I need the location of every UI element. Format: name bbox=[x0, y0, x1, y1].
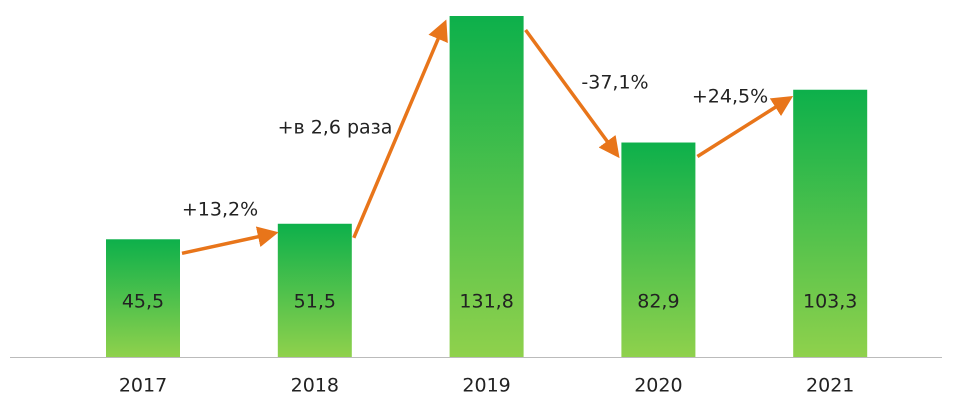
x-tick-label: 2017 bbox=[119, 375, 167, 397]
arrow bbox=[181, 226, 279, 255]
bar bbox=[793, 89, 868, 357]
x-tick-label: 2021 bbox=[806, 375, 854, 397]
arrow bbox=[524, 28, 620, 159]
arrow bbox=[352, 19, 448, 239]
value-label: 103,3 bbox=[803, 291, 857, 313]
x-tick-label: 2020 bbox=[634, 375, 682, 397]
bar bbox=[106, 239, 180, 357]
annotation: +13,2% bbox=[182, 199, 258, 221]
annotation: +24,5% bbox=[692, 86, 768, 108]
bar bbox=[621, 142, 696, 357]
bar bbox=[277, 223, 352, 357]
bar bbox=[449, 16, 524, 357]
value-label: 45,5 bbox=[122, 291, 164, 313]
value-label: 51,5 bbox=[294, 291, 336, 313]
annotation: -37,1% bbox=[581, 72, 648, 94]
annotation: +в 2,6 раза bbox=[278, 117, 393, 139]
value-label: 131,8 bbox=[459, 291, 513, 313]
x-tick-label: 2019 bbox=[462, 375, 510, 397]
x-tick-label: 2018 bbox=[291, 375, 339, 397]
arrow bbox=[696, 95, 794, 158]
value-label: 82,9 bbox=[637, 291, 679, 313]
